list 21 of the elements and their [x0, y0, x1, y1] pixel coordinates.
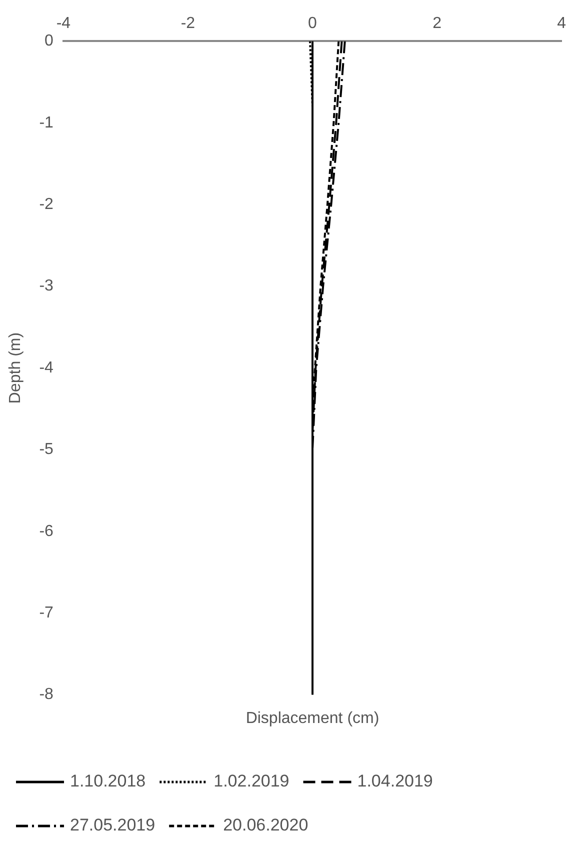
legend-label: 1.02.2019 [214, 772, 290, 791]
legend-label: 1.04.2019 [357, 772, 433, 791]
legend-label: 27.05.2019 [70, 816, 156, 835]
y-tick-label: -3 [39, 278, 54, 295]
y-tick-label: -6 [39, 522, 54, 540]
y-tick-label: 0 [44, 32, 54, 50]
x-axis-title: Displacement (cm) [246, 710, 380, 727]
x-tick-label: 0 [308, 15, 318, 32]
x-tick-label: 4 [557, 15, 566, 32]
x-tick-label: -4 [56, 15, 71, 32]
y-tick-label: -5 [39, 441, 54, 458]
y-tick-label: -8 [39, 686, 54, 704]
y-tick-label: -1 [39, 114, 54, 132]
y-tick-label: -7 [39, 604, 54, 622]
y-tick-label: -4 [39, 359, 54, 376]
x-tick-label: -2 [180, 15, 196, 32]
y-axis-title: Depth (m) [7, 332, 24, 404]
legend-label: 20.06.2020 [223, 816, 308, 835]
y-tick-label: -2 [39, 196, 54, 214]
legend-label: 1.10.2018 [70, 772, 146, 791]
x-tick-label: 2 [432, 15, 442, 32]
